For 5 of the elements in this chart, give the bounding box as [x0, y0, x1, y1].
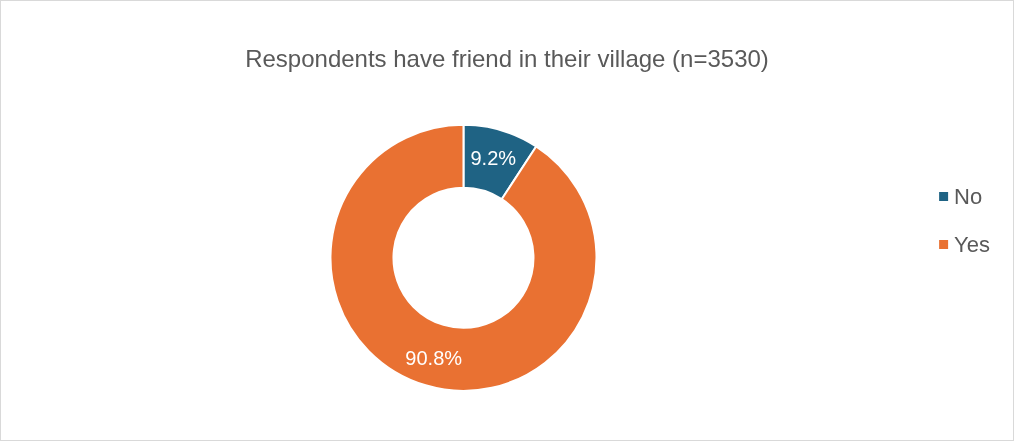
data-label: 9.2%	[470, 146, 517, 169]
legend-label: Yes	[954, 232, 990, 257]
data-label: 90.8%	[405, 346, 463, 369]
legend-label: No	[954, 184, 983, 209]
chart-title: Respondents have friend in their village (n=3530)	[245, 44, 769, 72]
